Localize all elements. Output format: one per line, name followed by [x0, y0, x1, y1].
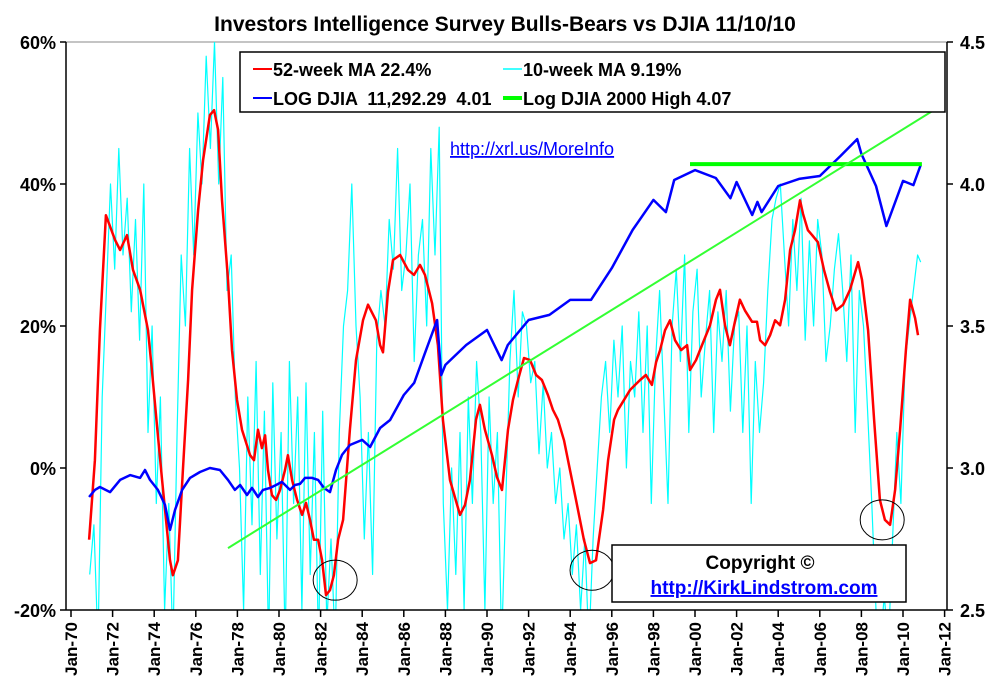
- legend-label-52-week: 52-week MA 22.4%: [273, 60, 431, 80]
- series-line-trendline: [227, 104, 943, 549]
- x-tick-label: Jan-76: [187, 622, 206, 676]
- x-tick-label: Jan-72: [104, 622, 123, 676]
- series-line-log-djia-11-292-29-4-01: [88, 137, 922, 532]
- x-tick-label: Jan-02: [728, 622, 747, 676]
- x-tick-label: Jan-70: [62, 622, 81, 676]
- x-tick-label: Jan-94: [561, 621, 580, 675]
- x-tick-label: Jan-10: [894, 622, 913, 676]
- legend-label-2000-high: Log DJIA 2000 High 4.07: [523, 89, 731, 109]
- y-right-tick-label: 3.0: [960, 459, 985, 479]
- legend-label-log-djia: LOG DJIA 11,292.29 4.01: [273, 89, 491, 109]
- y-right-tick-label: 4.0: [960, 175, 985, 195]
- annotation-layer: [312, 499, 905, 601]
- y-left-tick-label: -20%: [14, 601, 56, 621]
- x-tick-label: Jan-90: [478, 622, 497, 676]
- annotation-circle: [859, 499, 905, 541]
- x-tick-label: Jan-84: [353, 621, 372, 675]
- x-tick-label: Jan-96: [603, 622, 622, 676]
- x-tick-label: Jan-98: [644, 622, 663, 676]
- y-left-tick-label: 60%: [20, 33, 56, 53]
- x-tick-label: Jan-88: [436, 622, 455, 676]
- x-tick-label: Jan-86: [395, 622, 414, 676]
- legend-box: [239, 51, 946, 113]
- plot-area: [66, 42, 947, 610]
- y-left-tick-label: 0%: [30, 459, 56, 479]
- legend-label-10-week: 10-week MA 9.19%: [523, 60, 681, 80]
- series-layer: [87, 42, 943, 610]
- copyright-text: Copyright ©: [706, 553, 815, 574]
- copyright-box: Copyright © http://KirkLindstrom.com: [611, 544, 907, 603]
- y-right-tick-label: 4.5: [960, 33, 985, 53]
- y-left-tick-label: 20%: [20, 317, 56, 337]
- x-tick-label: Jan-12: [936, 622, 955, 676]
- copyright-frame: [611, 544, 907, 603]
- x-tick-label: Jan-08: [852, 622, 871, 676]
- x-tick-label: Jan-92: [520, 622, 539, 676]
- x-tick-label: Jan-74: [145, 621, 164, 675]
- x-tick-label: Jan-82: [312, 622, 331, 676]
- annotation-circle: [312, 559, 358, 601]
- copyright-link[interactable]: http://KirkLindstrom.com: [651, 578, 878, 599]
- series-line-52-week-ma-22-4: [87, 108, 920, 597]
- x-tick-label: Jan-00: [686, 622, 705, 676]
- x-tick-label: Jan-78: [228, 622, 247, 676]
- x-tick-label: Jan-80: [270, 622, 289, 676]
- chart-title: Investors Intelligence Survey Bulls-Bear…: [214, 13, 796, 36]
- y-right-tick-label: 2.5: [960, 601, 985, 621]
- axis-layer: 60% 40% 20% 0% -20% 4.5 4.0 3.5 3.0 2.5 Jan-70 Jan-…: [14, 33, 985, 676]
- x-tick-label: Jan-04: [769, 621, 788, 675]
- legend: 52-week MA 22.4% 10-week MA 9.19% LOG DJ…: [239, 51, 946, 113]
- y-right-tick-label: 3.5: [960, 317, 985, 337]
- x-tick-label: Jan-06: [811, 622, 830, 676]
- more-info-link[interactable]: http://xrl.us/MoreInfo: [450, 139, 614, 159]
- y-left-tick-label: 40%: [20, 175, 56, 195]
